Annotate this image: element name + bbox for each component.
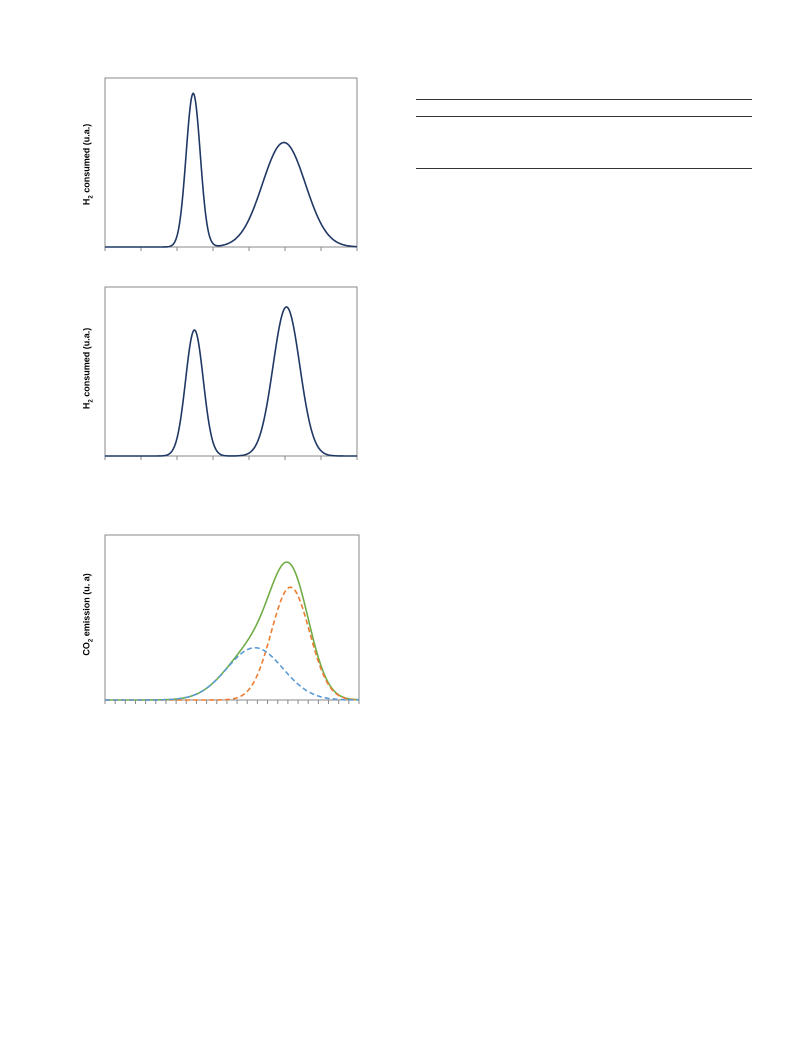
table-rules bbox=[416, 99, 752, 169]
y-axis-label-bottom: CO2 emission (u. a) bbox=[81, 573, 95, 656]
plot-frame bbox=[104, 286, 358, 457]
table-top-rule bbox=[416, 99, 752, 100]
chart-co2-emission bbox=[104, 534, 360, 704]
chart-h2-consumption-middle bbox=[104, 286, 358, 460]
table-bottom-rule bbox=[416, 168, 752, 169]
plot-frame bbox=[104, 77, 358, 248]
series-line-0 bbox=[105, 561, 360, 701]
series-line-0 bbox=[105, 306, 357, 457]
series-line-2 bbox=[105, 646, 359, 701]
table-header-rule bbox=[416, 116, 752, 117]
chart-h2-consumption-top bbox=[104, 77, 358, 251]
y-axis-label-middle: H2 consumed (u.a.) bbox=[81, 327, 95, 410]
series-line-0 bbox=[105, 92, 358, 248]
plot-frame bbox=[104, 534, 360, 701]
series-line-1 bbox=[105, 586, 360, 701]
y-axis-label-top: H2 consumed (u.a.) bbox=[81, 123, 95, 206]
